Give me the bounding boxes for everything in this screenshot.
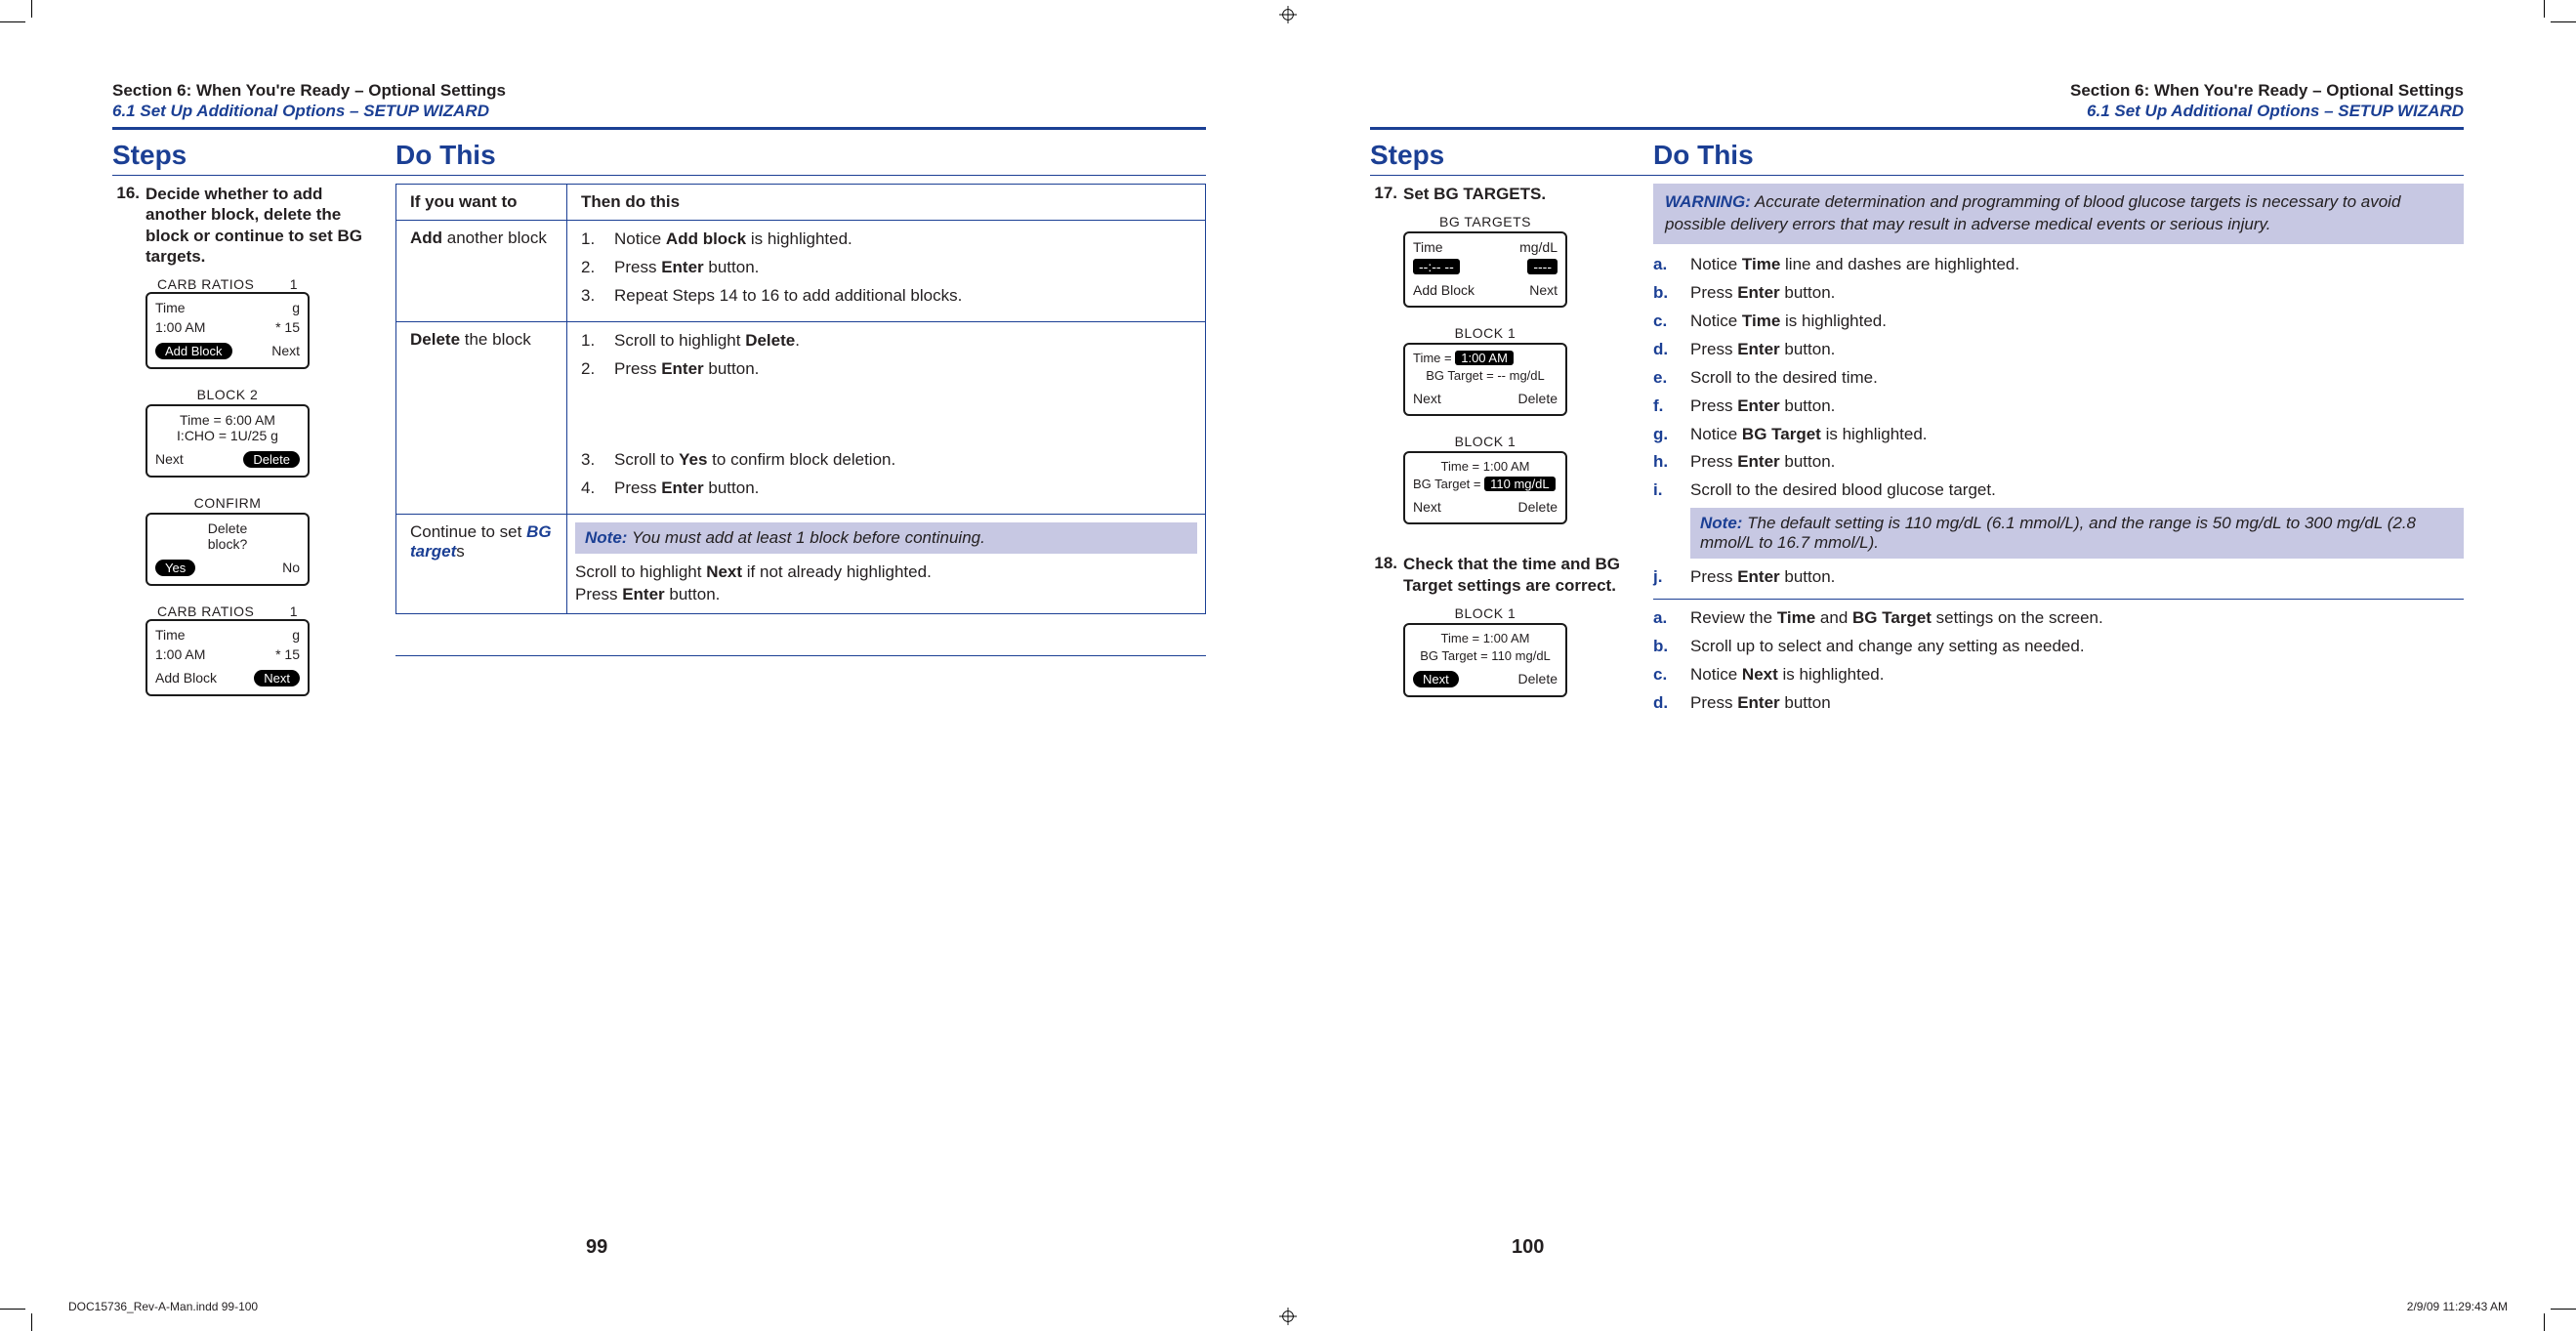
page-number: 100: [1512, 1236, 1544, 1259]
section-header: Section 6: When You're Ready – Optional …: [1370, 81, 2464, 101]
warning-box: WARNING: Accurate determination and prog…: [1653, 184, 2464, 244]
table-cell: Scroll to highlight Delete. Press Enter …: [567, 321, 1206, 514]
step17-list-cont: j.Press Enter button.: [1653, 566, 2464, 589]
device-block1-target: BLOCK 1 Time = 1:00 AM BG Target = 110 m…: [1403, 434, 1567, 524]
steps-heading: Steps: [112, 140, 395, 171]
table-cell: Delete the block: [396, 321, 567, 514]
slug-left: DOC15736_Rev-A-Man.indd 99-100: [68, 1300, 258, 1313]
do-this-heading: Do This: [1653, 140, 1754, 171]
table-cell: Add another block: [396, 221, 567, 322]
step-number: 18.: [1370, 554, 1403, 596]
step-text: Decide whether to add another block, del…: [145, 184, 386, 267]
subsection-header: 6.1 Set Up Additional Options – SETUP WI…: [112, 102, 1206, 121]
step-number: 17.: [1370, 184, 1403, 204]
device-confirm: CONFIRM Delete block? YesNo: [145, 495, 310, 586]
step17-list: a.Notice Time line and dashes are highli…: [1653, 254, 2464, 502]
action-table: If you want to Then do this Add another …: [395, 184, 1206, 614]
reg-mark-icon: [1279, 6, 1297, 23]
table-header: If you want to: [396, 185, 567, 221]
step-number: 16.: [112, 184, 145, 267]
step-text: Set BG TARGETS.: [1403, 184, 1643, 204]
section-header: Section 6: When You're Ready – Optional …: [112, 81, 1206, 101]
table-header: Then do this: [567, 185, 1206, 221]
device-block2: BLOCK 2 Time = 6:00 AM I:CHO = 1U/25 g N…: [145, 387, 310, 478]
subsection-header: 6.1 Set Up Additional Options – SETUP WI…: [1370, 102, 2464, 121]
page-number: 99: [586, 1236, 607, 1259]
device-carb-ratios-2: CARB RATIOS1 Timeg 1:00 AM* 15 Add Block…: [145, 603, 310, 696]
device-carb-ratios-1: CARB RATIOS1 Timeg 1:00 AM* 15 Add Block…: [145, 276, 310, 369]
table-cell: Note: You must add at least 1 block befo…: [567, 514, 1206, 614]
device-block1-time: BLOCK 1 Time = 1:00 AM BG Target = -- mg…: [1403, 325, 1567, 416]
steps-heading: Steps: [1370, 140, 1653, 171]
step18-list: a.Review the Time and BG Target settings…: [1653, 607, 2464, 715]
page-100: Section 6: When You're Ready – Optional …: [1292, 27, 2542, 1304]
step-text: Check that the time and BG Target settin…: [1403, 554, 1643, 596]
page-99: Section 6: When You're Ready – Optional …: [34, 27, 1284, 1304]
do-this-heading: Do This: [395, 140, 496, 171]
device-block1-review: BLOCK 1 Time = 1:00 AM BG Target = 110 m…: [1403, 605, 1567, 697]
note-box: Note: The default setting is 110 mg/dL (…: [1690, 508, 2464, 559]
table-cell: Continue to set BG targets: [396, 514, 567, 614]
device-bg-targets: BG TARGETS Timemg/dL --:-- ------ Add Bl…: [1403, 214, 1567, 308]
reg-mark-icon: [1279, 1308, 1297, 1325]
slug-right: 2/9/09 11:29:43 AM: [2407, 1300, 2508, 1313]
table-cell: Notice Add block is highlighted. Press E…: [567, 221, 1206, 322]
